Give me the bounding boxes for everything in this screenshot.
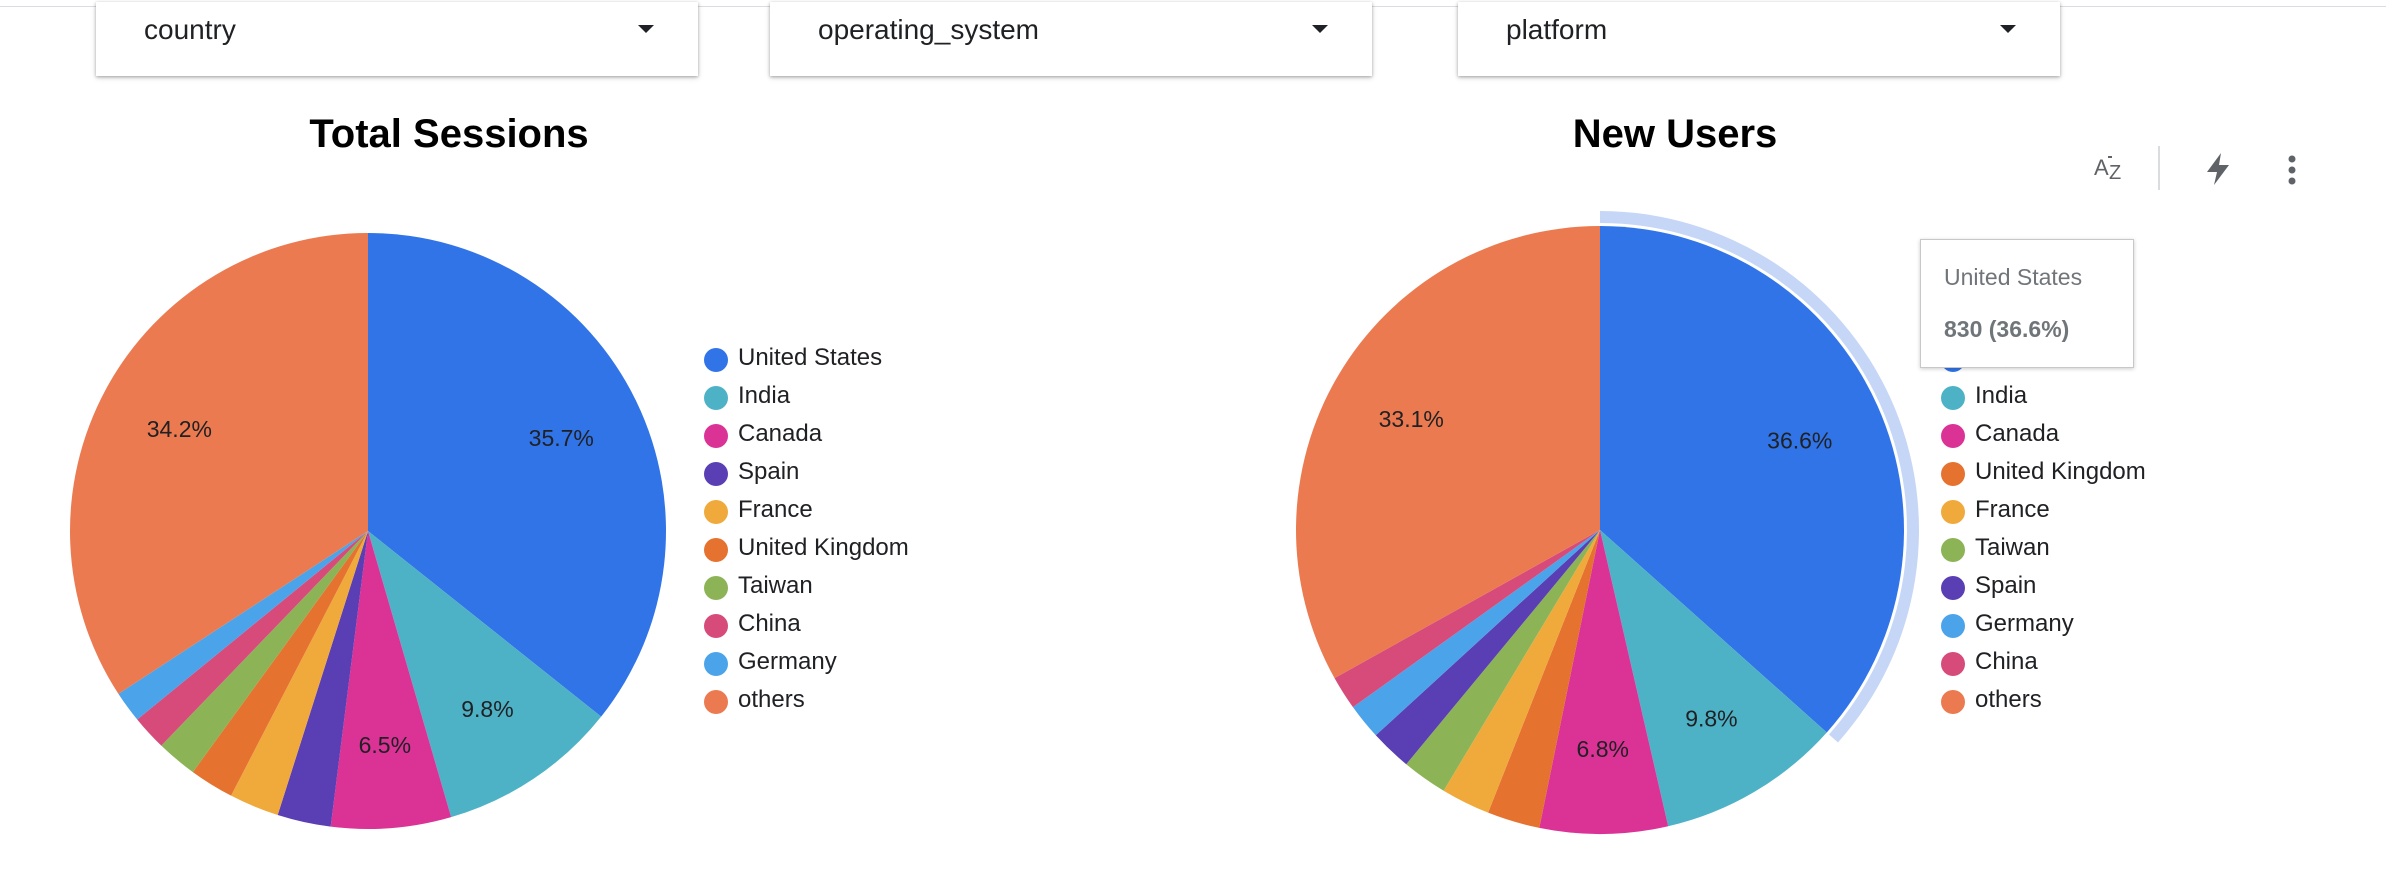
platform-filter-dropdown[interactable]: platform (1458, 2, 2060, 76)
legend-label: Canada (1975, 420, 2060, 447)
legend-swatch (704, 576, 728, 600)
more-vert-icon[interactable] (2280, 150, 2304, 190)
legend-label: India (738, 382, 791, 409)
operating-system-filter-dropdown[interactable]: operating_system (770, 2, 1372, 76)
slice-data-label: 35.7% (529, 425, 594, 451)
country-filter-label: country (144, 14, 236, 45)
pie-slice-united-kingdom[interactable] (192, 531, 368, 796)
chevron-down-icon (1312, 25, 1328, 33)
legend-swatch (1941, 690, 1965, 714)
legend-swatch (704, 462, 728, 486)
legend-label: Spain (1975, 572, 2037, 599)
pie-slice-france[interactable] (1443, 530, 1600, 813)
slice-data-label: 9.8% (461, 696, 513, 722)
legend-swatch (1941, 424, 1965, 448)
legend-swatch (1941, 538, 1965, 562)
legend-swatch (704, 348, 728, 372)
legend-label: Taiwan (1975, 534, 2050, 561)
tooltip-value: 830 (36.6%) (1944, 316, 2070, 342)
pie-slice-china[interactable] (137, 531, 368, 746)
total-sessions-chart-title: Total Sessions (309, 112, 589, 156)
legend-label: France (738, 496, 813, 523)
svg-text:Z: Z (2109, 162, 2121, 184)
legend-label: others (1975, 686, 2042, 713)
pie-slice-others[interactable] (69, 233, 369, 694)
legend-swatch (704, 614, 728, 638)
legend-label: Taiwan (738, 572, 813, 599)
legend-swatch (704, 500, 728, 524)
pie-slice-others[interactable] (1296, 226, 1600, 679)
legend-label: United States (738, 344, 883, 371)
slice-data-label: 9.8% (1685, 705, 1737, 731)
operating-system-filter-label: operating_system (818, 14, 1040, 45)
toolbar-divider (2158, 146, 2160, 190)
legend-label: Spain (738, 458, 800, 485)
slice-data-label: 36.6% (1767, 428, 1832, 454)
new-users-chart-title: New Users (1572, 112, 1778, 156)
sort-az-icon[interactable]: A Z (2090, 148, 2130, 188)
pie-slice-india[interactable] (368, 531, 602, 818)
slice-data-label: 6.8% (1577, 736, 1629, 762)
pie-slice-china[interactable] (1334, 530, 1600, 708)
pie-slice-canada[interactable] (1539, 530, 1669, 834)
pie-slice-united-kingdom[interactable] (1488, 530, 1600, 828)
slice-data-label: 33.1% (1379, 406, 1444, 432)
tooltip-series-name: United States (1944, 264, 2083, 290)
pie-slice-india[interactable] (1600, 530, 1827, 827)
pie-slice-canada[interactable] (330, 531, 452, 829)
pie-slice-united-states[interactable] (368, 233, 666, 717)
pie-slice-france[interactable] (231, 531, 368, 815)
chevron-down-icon (2000, 25, 2016, 33)
legend-swatch (704, 538, 728, 562)
pie-slice-taiwan[interactable] (161, 531, 368, 773)
pie-slice-spain[interactable] (1375, 530, 1600, 765)
legend-swatch (704, 424, 728, 448)
legend-swatch (704, 652, 728, 676)
legend-swatch (1941, 462, 1965, 486)
hover-tooltip: United States 830 (36.6%) (1920, 239, 2134, 368)
pie-slice-germany[interactable] (1352, 530, 1600, 736)
legend-label: United Kingdom (1975, 458, 2146, 485)
legend-label: Germany (738, 648, 837, 675)
pie-slice-germany[interactable] (118, 531, 368, 720)
legend-swatch (1941, 576, 1965, 600)
legend-label: France (1975, 496, 2050, 523)
chevron-down-icon (638, 25, 654, 33)
slice-data-label: 34.2% (147, 416, 212, 442)
legend-label: China (1975, 648, 2038, 675)
legend-label: China (738, 610, 801, 637)
legend-swatch (1941, 614, 1965, 638)
legend-label: others (738, 686, 805, 713)
legend-label: Germany (1975, 610, 2074, 637)
pie-slice-spain[interactable] (277, 531, 368, 827)
svg-text:A: A (2094, 155, 2109, 180)
legend-label: India (1975, 382, 2028, 409)
legend-swatch (704, 690, 728, 714)
pie-slice-taiwan[interactable] (1406, 530, 1600, 791)
country-filter-dropdown[interactable]: country (96, 2, 698, 76)
platform-filter-label: platform (1506, 14, 1608, 45)
legend-label: United Kingdom (738, 534, 909, 561)
legend-swatch (1941, 652, 1965, 676)
bolt-icon[interactable] (2200, 150, 2236, 188)
legend-label: Canada (738, 420, 823, 447)
legend-swatch (1941, 500, 1965, 524)
legend-swatch (1941, 386, 1965, 410)
pie-slice-united-states[interactable] (1600, 226, 1904, 733)
slice-data-label: 6.5% (359, 732, 411, 758)
legend-swatch (704, 386, 728, 410)
